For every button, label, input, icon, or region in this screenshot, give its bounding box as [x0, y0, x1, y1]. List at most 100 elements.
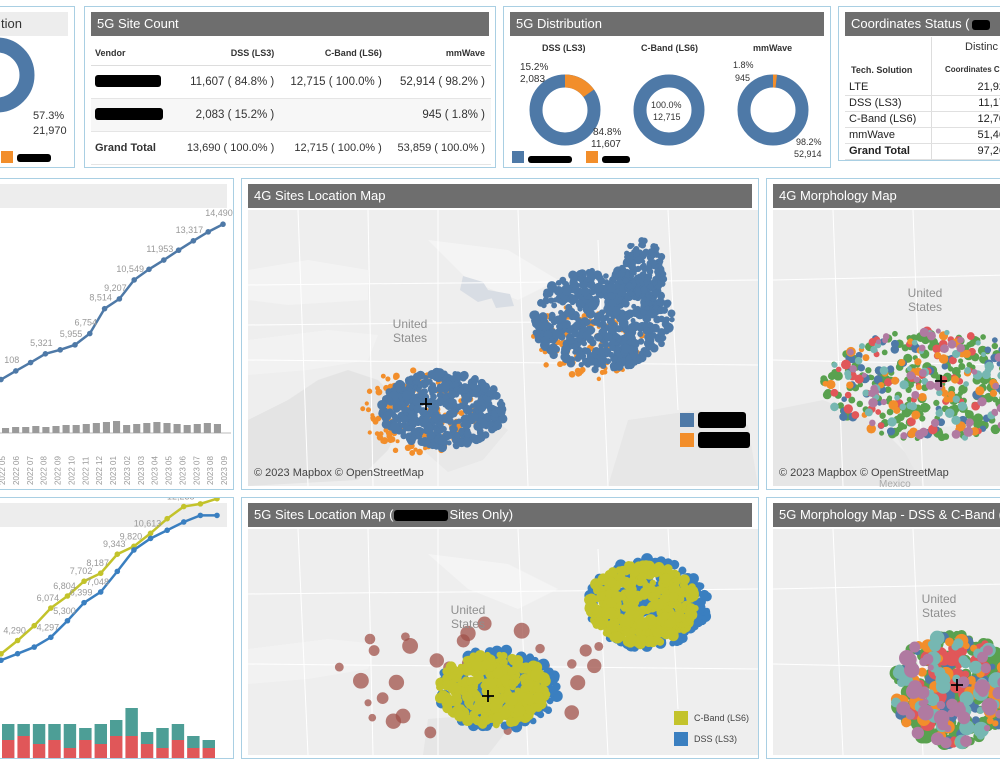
left-top-legend-redacted [17, 154, 51, 162]
bar-red [125, 736, 137, 759]
x-tick-label: 2022 06 [12, 456, 21, 485]
table-row: 11,607 ( 84.8% ) 12,715 ( 100.0% ) 52,91… [91, 65, 491, 98]
morph4g-country-label: United States [895, 286, 955, 314]
vendor-redacted [91, 65, 177, 98]
cell-dss: 11,607 ( 84.8% ) [177, 65, 280, 98]
morph5g-country-label: United States [909, 592, 969, 620]
dist-legend-blue [512, 151, 524, 163]
data-point [164, 527, 170, 533]
series-line [1, 515, 217, 660]
table-row: 2,083 ( 15.2% ) 945 ( 1.8% ) [91, 98, 491, 131]
morph4g-attribution: © 2023 Mapbox © OpenStreetMap [779, 467, 949, 479]
x-tick-label: 2022 12 [95, 456, 104, 485]
data-label: 10,613 [134, 518, 162, 528]
data-point [115, 551, 121, 557]
x-tick-label: 2023 04 [151, 456, 160, 485]
data-label: 6,754 [75, 318, 98, 328]
data-point [191, 238, 197, 244]
cell-mmwave: 945 ( 1.8% ) [388, 98, 491, 131]
bar-teal [125, 708, 137, 736]
x-tick-label: 2023 07 [192, 456, 201, 485]
data-label: 14,490 [205, 208, 233, 218]
data-label: 12,238 [167, 498, 195, 502]
data-point [15, 638, 21, 644]
bar [83, 424, 90, 433]
x-tick-label: 2022 10 [67, 456, 76, 485]
data-point [48, 634, 54, 640]
bar [32, 426, 39, 433]
cell-cband: 12,715 ( 100.0% ) [280, 65, 388, 98]
cband-blue-arc [640, 81, 698, 139]
bar [22, 427, 29, 433]
x-tick-label: 2023 01 [109, 456, 118, 485]
morph-4g-canvas[interactable] [773, 210, 1000, 486]
bar [194, 424, 201, 433]
dss-big-pct: 84.8% [593, 127, 621, 138]
bar-teal [95, 724, 107, 744]
bar-teal [64, 724, 76, 748]
site-count-table: Vendor DSS (LS3) C-Band (LS6) mmWave 11,… [91, 41, 491, 165]
data-point [198, 501, 204, 507]
data-point [131, 277, 137, 283]
site-count-title: 5G Site Count [91, 12, 489, 36]
mm-blue-arc [744, 81, 802, 139]
data-point [181, 519, 187, 525]
data-point [220, 221, 226, 227]
mm-small-val: 945 [735, 73, 750, 83]
data-point [98, 570, 104, 576]
cell-mmwave: 52,914 ( 98.2% ) [388, 65, 491, 98]
data-label: 108 [4, 355, 19, 365]
data-point [164, 516, 170, 522]
data-point [87, 331, 93, 337]
col-cband: C-Band (LS6) [280, 41, 388, 65]
data-point [181, 504, 187, 510]
map4g-legend-orange [680, 433, 694, 447]
bar [12, 427, 19, 433]
bar [204, 423, 211, 433]
x-tick-label: 2022 07 [26, 456, 35, 485]
donut-cband [640, 81, 698, 139]
data-point [57, 347, 63, 353]
bar-teal [110, 720, 122, 736]
data-label: 4,297 [37, 622, 60, 632]
bar-teal [79, 728, 91, 740]
x-tick-label: 2023 03 [137, 456, 146, 485]
left-top-donut [0, 37, 75, 157]
bar-red [95, 744, 107, 759]
donut-mm [744, 81, 802, 139]
bar [184, 425, 191, 433]
grand-total-row: Grand Total 13,690 ( 100.0% ) 12,715 ( 1… [91, 131, 491, 164]
bar-teal [203, 740, 215, 748]
data-point [205, 229, 211, 235]
data-point [148, 536, 154, 542]
col-dss: DSS (LS3) [177, 41, 280, 65]
bar-teal [187, 736, 199, 748]
dss-small-val: 2,083 [520, 74, 545, 85]
panel-5g-site-count: 5G Site Count Vendor DSS (LS3) C-Band (L… [84, 6, 496, 168]
bar-teal [156, 728, 168, 748]
data-point [161, 257, 167, 263]
morph4g-title: 4G Morphology Map [773, 184, 1000, 208]
left-top-value: 21,970 [33, 125, 67, 137]
data-point [214, 498, 220, 501]
donut-dss [536, 81, 594, 139]
x-tick-label: 2023 08 [206, 456, 215, 485]
bar [93, 423, 100, 433]
bar [42, 427, 49, 433]
dist-legend-redacted-2 [602, 156, 630, 163]
mm-small-pct: 1.8% [733, 60, 754, 70]
data-point [13, 368, 19, 374]
bar [123, 425, 130, 433]
panel-left-top-title: tion [0, 12, 68, 36]
bar [113, 421, 120, 433]
bar-red [141, 744, 153, 759]
bar [174, 424, 181, 433]
morph-5g-canvas[interactable] [773, 529, 1000, 755]
bar-red [17, 736, 29, 759]
map4g-attribution: © 2023 Mapbox © OpenStreetMap [254, 467, 424, 479]
bar [214, 424, 221, 433]
data-label: 6,399 [70, 588, 93, 598]
x-tick-label: 2022 11 [81, 456, 90, 485]
bar [153, 422, 160, 433]
